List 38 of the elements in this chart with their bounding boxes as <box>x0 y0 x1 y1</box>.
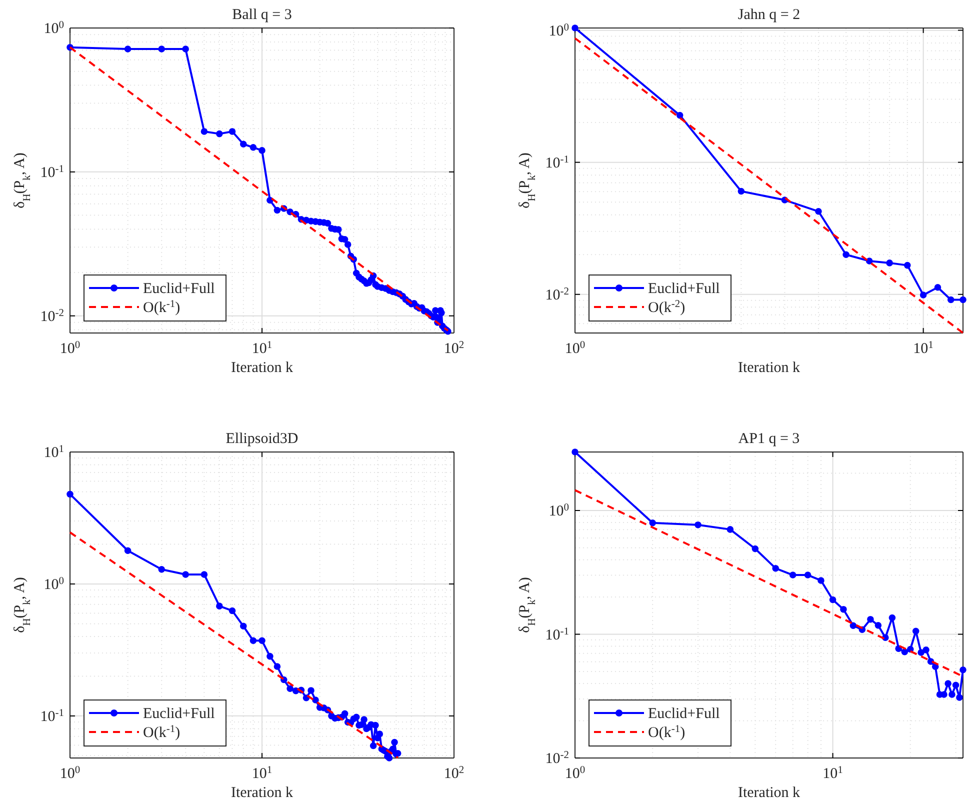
chart-title: AP1 q = 3 <box>738 431 800 447</box>
y-tick-label: 10$^{-1}$ <box>545 154 569 172</box>
y-tick-label: 10$^{-1}$ <box>40 163 64 181</box>
y-tick-label: 10$^{1}$ <box>44 444 64 461</box>
x-tick-label: 10$^{1}$ <box>822 764 843 782</box>
chart-title: Ellipsoid3D <box>226 431 298 447</box>
legend-label: O(k$^{-2}$) <box>648 298 686 316</box>
y-tick-label: 10$^{0}$ <box>548 22 569 40</box>
y-tick-label: 10$^{0}$ <box>548 502 569 520</box>
x-axis-title: Iteration k <box>738 360 801 376</box>
legend-label: Euclid+Full <box>648 706 720 722</box>
legend-label: Euclid+Full <box>143 281 215 297</box>
x-tick-label: 10$^{0}$ <box>564 764 586 782</box>
x-axis-title: Iteration k <box>738 785 801 801</box>
x-tick-label: 10$^{0}$ <box>60 764 80 782</box>
y-tick-label: 10$^{-2}$ <box>40 307 64 325</box>
x-tick-label: 10$^{1}$ <box>252 764 272 782</box>
x-tick-label: 10$^{0}$ <box>564 340 586 357</box>
legend-label: O(k$^{-1}$) <box>143 724 180 741</box>
x-axis-title: Iteration k <box>230 785 294 801</box>
x-tick-label: 10$^{2}$ <box>444 340 464 357</box>
y-tick-label: 10$^{0}$ <box>44 20 64 37</box>
y-tick-label: 10$^{-1}$ <box>545 626 569 644</box>
y-tick-label: 10$^{-2}$ <box>545 286 569 304</box>
x-tick-label: 10$^{0}$ <box>60 340 80 357</box>
y-tick-label: 10$^{0}$ <box>44 575 64 593</box>
legend-label: Euclid+Full <box>143 706 215 722</box>
chart-title: Ball q = 3 <box>232 7 292 23</box>
legend-label: O(k$^{-1}$) <box>143 298 180 316</box>
legend-label: O(k$^{-1}$) <box>648 724 686 741</box>
x-tick-label: 10$^{2}$ <box>444 764 464 782</box>
chart-title: Jahn q = 2 <box>738 7 800 23</box>
y-tick-label: 10$^{-1}$ <box>40 707 64 725</box>
x-tick-label: 10$^{1}$ <box>252 340 272 357</box>
x-axis-title: Iteration k <box>230 360 294 376</box>
legend-label: Euclid+Full <box>648 281 720 297</box>
x-tick-label: 10$^{1}$ <box>913 340 934 357</box>
y-tick-label: 10$^{-2}$ <box>545 750 569 767</box>
